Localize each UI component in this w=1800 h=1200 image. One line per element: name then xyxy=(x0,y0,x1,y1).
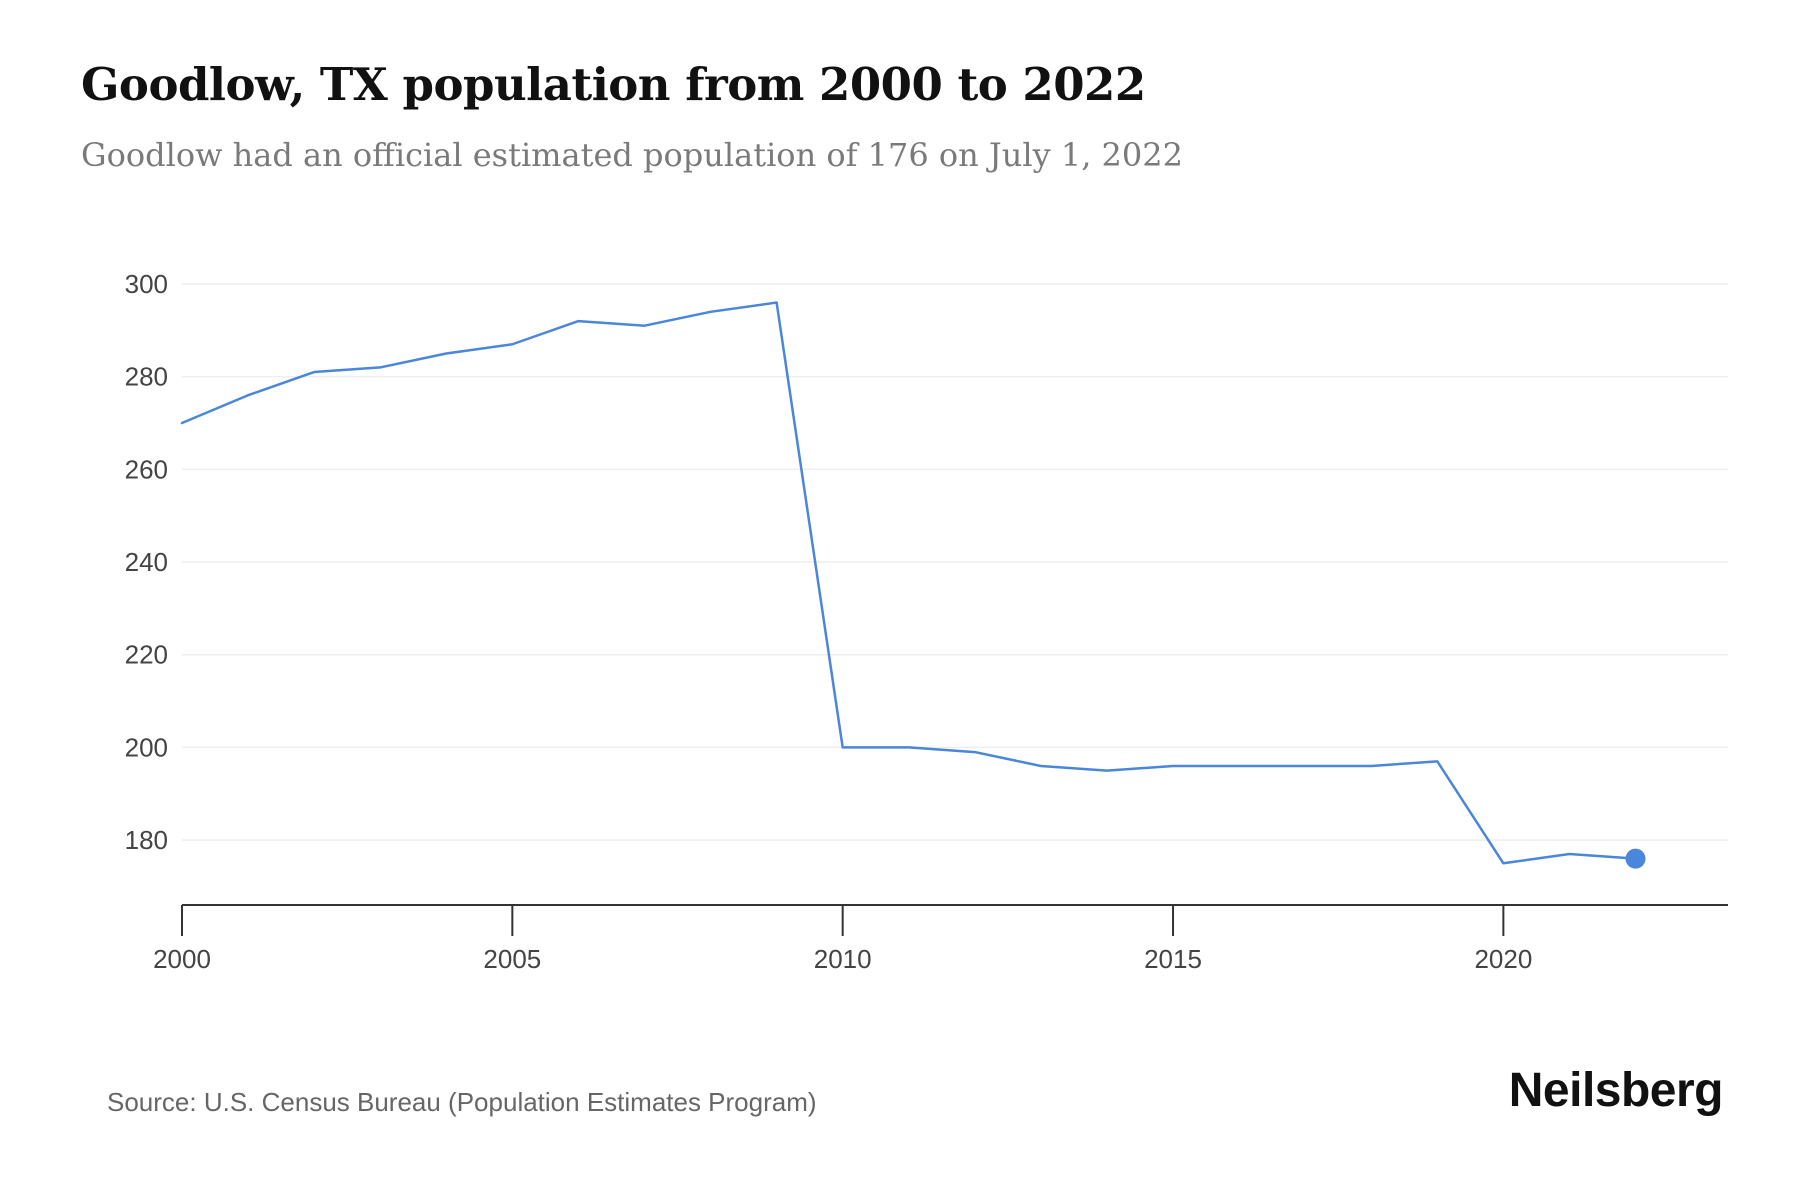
y-tick-label-240: 240 xyxy=(125,547,168,577)
y-tick-label-200: 200 xyxy=(125,732,168,762)
x-axis: 2000 2005 2010 2015 2020 xyxy=(153,904,1728,974)
x-tick-label-2010: 2010 xyxy=(814,944,872,974)
brand-logo: Neilsberg xyxy=(1508,1064,1724,1117)
source-note: Source: U.S. Census Bureau (Population E… xyxy=(107,1087,817,1117)
gridlines xyxy=(182,283,1728,841)
chart-subtitle: Goodlow had an official estimated popula… xyxy=(81,136,1183,174)
y-tick-label-220: 220 xyxy=(125,640,168,670)
x-tick-label-2000: 2000 xyxy=(153,944,211,974)
series-layer xyxy=(180,301,1646,869)
y-tick-label-300: 300 xyxy=(125,269,168,299)
chart-title: Goodlow, TX population from 2000 to 2022 xyxy=(81,58,1146,111)
y-tick-label-280: 280 xyxy=(125,362,168,392)
x-tick-label-2005: 2005 xyxy=(483,944,541,974)
y-tick-label-260: 260 xyxy=(125,454,168,484)
x-tick-label-2015: 2015 xyxy=(1144,944,1202,974)
y-axis-labels: 180 200 220 240 260 280 300 xyxy=(125,269,168,855)
series-line-0 xyxy=(180,301,1637,865)
x-tick-label-2020: 2020 xyxy=(1474,944,1532,974)
last-point-marker xyxy=(1625,848,1646,869)
y-tick-label-180: 180 xyxy=(125,825,168,855)
